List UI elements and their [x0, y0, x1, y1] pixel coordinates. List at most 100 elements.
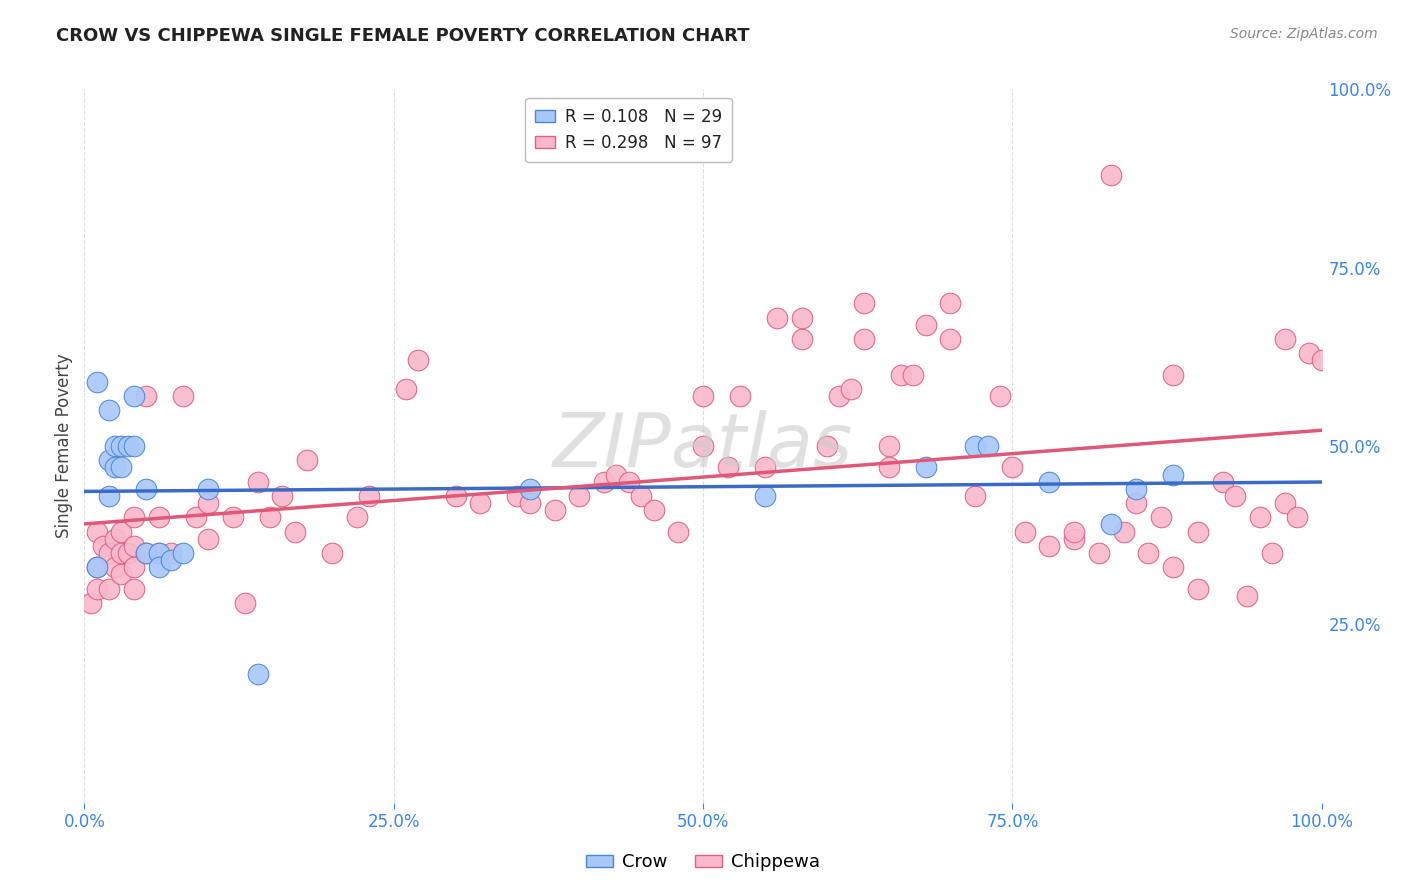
Point [790, 310, 813, 325]
Point [1038, 475, 1060, 489]
Point [643, 503, 665, 517]
Point [903, 368, 925, 382]
Point [1261, 546, 1284, 560]
Point [86, 375, 108, 389]
Point [110, 567, 132, 582]
Point [1187, 582, 1209, 596]
Point [593, 475, 616, 489]
Point [98, 403, 121, 417]
Point [1298, 346, 1320, 360]
Point [197, 482, 219, 496]
Point [976, 439, 998, 453]
Point [692, 439, 714, 453]
Point [122, 439, 145, 453]
Point [939, 296, 962, 310]
Point [1038, 539, 1060, 553]
Point [914, 460, 936, 475]
Point [692, 389, 714, 403]
Point [246, 475, 269, 489]
Point [357, 489, 380, 503]
Point [408, 353, 430, 368]
Point [104, 532, 127, 546]
Point [914, 318, 936, 332]
Text: Source: ZipAtlas.com: Source: ZipAtlas.com [1230, 27, 1378, 41]
Point [519, 482, 541, 496]
Point [172, 389, 194, 403]
Point [1161, 560, 1184, 574]
Point [321, 546, 343, 560]
Point [444, 489, 467, 503]
Point [877, 439, 900, 453]
Point [470, 496, 492, 510]
Point [1099, 517, 1122, 532]
Point [184, 510, 207, 524]
Point [122, 389, 145, 403]
Point [148, 546, 170, 560]
Point [1125, 482, 1147, 496]
Point [246, 667, 269, 681]
Point [1150, 510, 1173, 524]
Point [852, 296, 875, 310]
Point [1249, 510, 1271, 524]
Point [1187, 524, 1209, 539]
Point [828, 389, 851, 403]
Point [617, 475, 640, 489]
Point [841, 382, 863, 396]
Point [110, 546, 132, 560]
Point [1137, 546, 1160, 560]
Point [815, 439, 838, 453]
Point [172, 546, 194, 560]
Point [1161, 368, 1184, 382]
Point [91, 539, 114, 553]
Point [1112, 524, 1135, 539]
Point [148, 510, 170, 524]
Point [630, 489, 652, 503]
Point [135, 482, 157, 496]
Point [86, 560, 108, 574]
Point [98, 582, 121, 596]
Point [233, 596, 256, 610]
Point [1274, 496, 1296, 510]
Point [104, 560, 127, 574]
Point [543, 503, 565, 517]
Point [104, 439, 127, 453]
Text: ZIPatlas: ZIPatlas [553, 410, 853, 482]
Point [86, 560, 108, 574]
Point [197, 496, 219, 510]
Point [790, 332, 813, 346]
Point [1001, 460, 1024, 475]
Point [284, 524, 307, 539]
Point [98, 489, 121, 503]
Point [98, 546, 121, 560]
Point [122, 582, 145, 596]
Point [110, 524, 132, 539]
Point [988, 389, 1011, 403]
Point [98, 453, 121, 467]
Point [965, 439, 987, 453]
Point [135, 389, 157, 403]
Point [890, 368, 912, 382]
Point [1310, 353, 1333, 368]
Point [135, 546, 157, 560]
Point [666, 524, 689, 539]
Point [1099, 168, 1122, 182]
Point [271, 489, 294, 503]
Point [160, 553, 183, 567]
Point [605, 467, 627, 482]
Point [1063, 524, 1085, 539]
Point [717, 460, 740, 475]
Text: CROW VS CHIPPEWA SINGLE FEMALE POVERTY CORRELATION CHART: CROW VS CHIPPEWA SINGLE FEMALE POVERTY C… [56, 27, 749, 45]
Point [1161, 467, 1184, 482]
Point [295, 453, 318, 467]
Point [104, 460, 127, 475]
Point [1014, 524, 1036, 539]
Point [1088, 546, 1111, 560]
Point [122, 510, 145, 524]
Point [506, 489, 529, 503]
Point [122, 539, 145, 553]
Point [754, 489, 776, 503]
Point [259, 510, 281, 524]
Point [222, 510, 245, 524]
Point [766, 310, 789, 325]
Point [568, 489, 591, 503]
